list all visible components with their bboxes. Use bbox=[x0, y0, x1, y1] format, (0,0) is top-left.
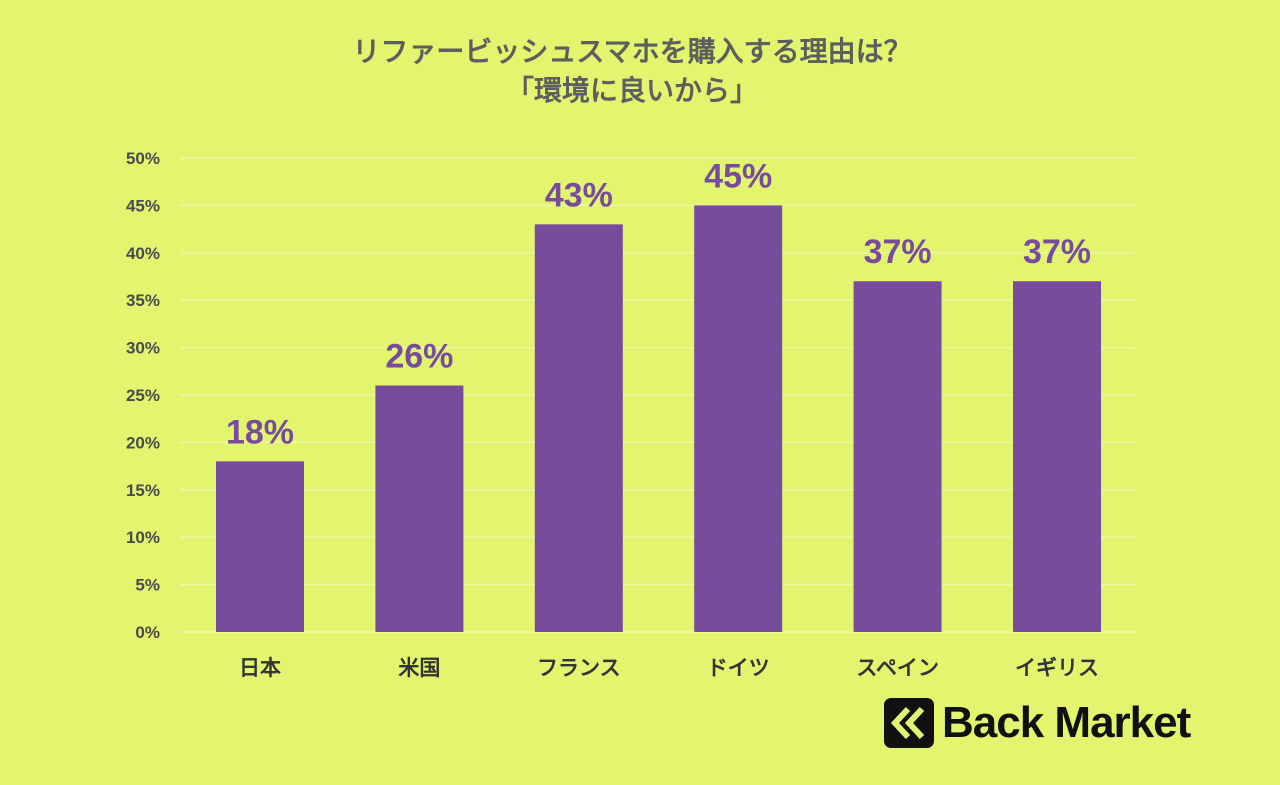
x-tick-label: 米国 bbox=[398, 656, 440, 680]
gridlines bbox=[180, 157, 1135, 633]
y-tick-label: 5% bbox=[135, 576, 160, 595]
y-tick-label: 25% bbox=[126, 386, 160, 405]
brand-name: Back Market bbox=[942, 698, 1191, 747]
bar bbox=[694, 205, 783, 632]
bar bbox=[1013, 281, 1101, 632]
data-label: 26% bbox=[385, 338, 453, 376]
data-labels: 18% 26% 43% 45% 37% 37% bbox=[226, 157, 1091, 451]
y-tick-label: 15% bbox=[126, 481, 160, 500]
data-label: 18% bbox=[226, 413, 294, 451]
data-label: 37% bbox=[1023, 233, 1091, 271]
y-axis-ticks: 0% 5% 10% 15% 20% 25% 30% 35% 40% 45% 50% bbox=[126, 149, 160, 642]
y-tick-label: 40% bbox=[126, 244, 160, 263]
x-tick-label: 日本 bbox=[239, 656, 281, 680]
y-tick-label: 45% bbox=[126, 196, 160, 215]
bar bbox=[375, 385, 464, 632]
brand-logo: Back Market bbox=[884, 698, 1191, 748]
y-tick-label: 50% bbox=[126, 149, 160, 168]
bar bbox=[216, 461, 304, 632]
bars bbox=[216, 205, 1101, 633]
data-label: 45% bbox=[704, 157, 772, 195]
y-tick-label: 35% bbox=[126, 291, 160, 310]
data-label: 43% bbox=[545, 176, 613, 214]
x-tick-label: ドイツ bbox=[707, 656, 770, 680]
x-axis-ticks: 日本 米国 フランス ドイツ スペイン イギリス bbox=[239, 656, 1099, 680]
double-chevron-left-icon bbox=[884, 698, 934, 748]
y-tick-label: 10% bbox=[126, 528, 160, 547]
y-tick-label: 0% bbox=[135, 623, 160, 642]
x-tick-label: スペイン bbox=[856, 656, 939, 680]
chart-title: リファービッシュスマホを購入する理由は？ bbox=[352, 35, 911, 68]
x-tick-label: イギリス bbox=[1015, 656, 1099, 680]
bar bbox=[534, 224, 623, 633]
y-tick-label: 20% bbox=[126, 433, 160, 452]
x-tick-label: フランス bbox=[537, 656, 621, 680]
chart-subtitle: 「環境に良いから」 bbox=[506, 74, 758, 107]
data-label: 37% bbox=[864, 233, 932, 271]
y-tick-label: 30% bbox=[126, 339, 160, 358]
bar bbox=[853, 281, 942, 632]
